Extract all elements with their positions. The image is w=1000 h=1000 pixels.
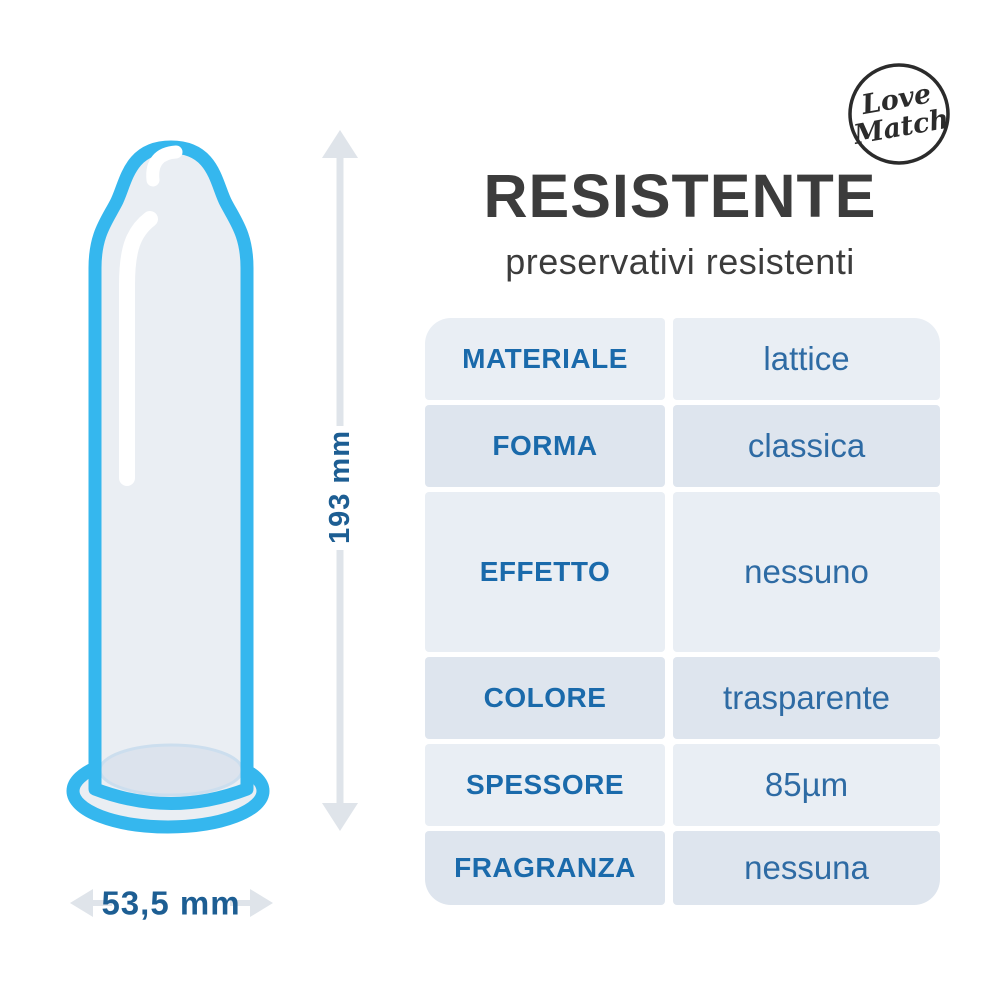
page-title: RESISTENTE	[483, 162, 877, 230]
spec-label-effetto: EFFETTO	[425, 492, 665, 652]
spec-value-effetto: nessuno	[673, 492, 940, 652]
arrow-down-icon	[322, 803, 358, 831]
condom-inner-shading	[98, 743, 244, 797]
spec-value-spessore: 85µm	[673, 744, 940, 826]
condom-body-fill	[95, 147, 247, 804]
condom-body-outline	[88, 140, 254, 810]
table-row: SPESSORE 85µm	[425, 744, 940, 826]
table-row: EFFETTO nessuno	[425, 492, 940, 652]
table-row: COLORE trasparente	[425, 657, 940, 739]
logo-circle	[848, 63, 950, 165]
length-dimension-label: 193 mm	[324, 430, 356, 544]
body-highlight	[119, 211, 158, 486]
spec-value-forma: classica	[673, 405, 940, 487]
condom-diagram-icon: 193 mm 53,5 mm	[66, 130, 358, 922]
spec-value-fragranza: nessuna	[673, 831, 940, 905]
width-dimension-label: 53,5 mm	[101, 885, 240, 922]
arrow-up-icon	[322, 130, 358, 158]
spec-label-spessore: SPESSORE	[425, 744, 665, 826]
love-match-logo-icon: Love Match	[848, 63, 951, 165]
spec-value-colore: trasparente	[673, 657, 940, 739]
page-subtitle: preservativi resistenti	[505, 241, 855, 282]
spec-label-materiale: MATERIALE	[425, 318, 665, 400]
table-row: FORMA classica	[425, 405, 940, 487]
spec-value-materiale: lattice	[673, 318, 940, 400]
spec-label-fragranza: FRAGRANZA	[425, 831, 665, 905]
brand-logo: Love Match	[845, 60, 953, 168]
arrow-left-icon	[70, 889, 93, 917]
spec-table: MATERIALE lattice FORMA classica EFFETTO…	[425, 318, 940, 905]
arrow-right-icon	[250, 889, 273, 917]
header: RESISTENTE preservativi resistenti	[420, 166, 940, 283]
table-row: MATERIALE lattice	[425, 318, 940, 400]
table-row: FRAGRANZA nessuna	[425, 831, 940, 905]
spec-label-forma: FORMA	[425, 405, 665, 487]
spec-label-colore: COLORE	[425, 657, 665, 739]
product-diagram: 193 mm 53,5 mm	[30, 115, 390, 945]
tip-highlight	[146, 145, 183, 187]
